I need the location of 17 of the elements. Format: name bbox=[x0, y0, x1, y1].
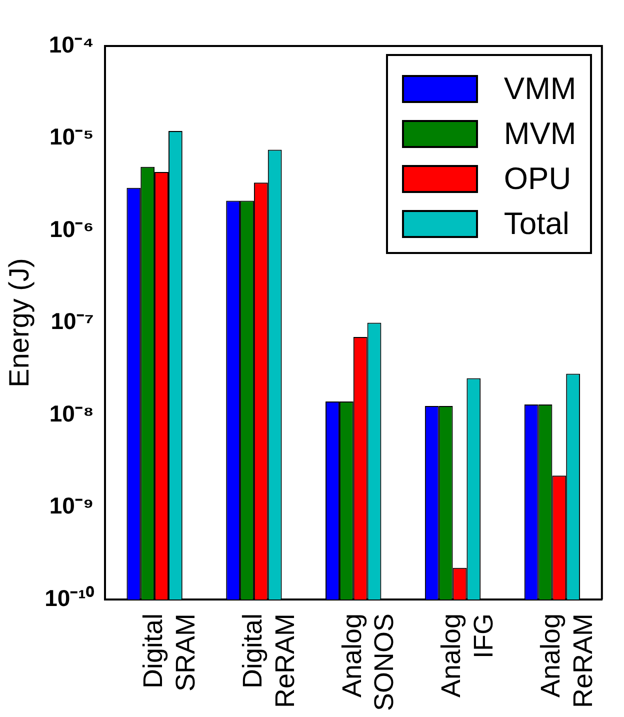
y-axis-title: Energy (J) bbox=[4, 258, 35, 388]
legend-label: VMM bbox=[504, 70, 576, 106]
y-tick-label: 10⁻⁷ bbox=[50, 308, 94, 334]
y-tick-label: 10⁻⁸ bbox=[49, 400, 94, 426]
y-tick-label: 10⁻¹⁰ bbox=[44, 584, 95, 611]
legend-label: OPU bbox=[504, 160, 572, 196]
x-tick-label: Analog IFG bbox=[436, 613, 499, 698]
y-tick-label: 10⁻⁹ bbox=[49, 492, 94, 519]
y-tick-label: 10⁻⁴ bbox=[48, 31, 94, 58]
x-tick-label: Analog SONOS bbox=[336, 613, 400, 712]
legend-label: Total bbox=[504, 206, 570, 242]
y-tick-label: 10⁻⁵ bbox=[49, 124, 94, 150]
y-tick-label: 10⁻⁶ bbox=[50, 216, 94, 242]
legend-label: MVM bbox=[504, 116, 576, 152]
x-tick-label: Digital ReRAM bbox=[237, 613, 300, 708]
x-tick-label: Analog ReRAM bbox=[536, 613, 598, 708]
x-tick-label: Digital SRAM bbox=[138, 613, 200, 692]
